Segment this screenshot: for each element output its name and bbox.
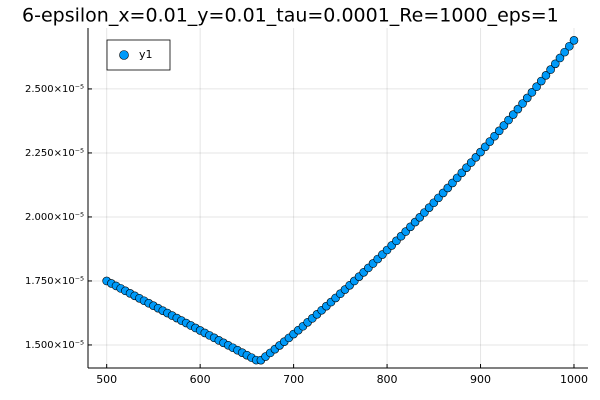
point bbox=[555, 53, 565, 63]
y-tick-label: 2.000×10⁻⁵ bbox=[25, 212, 84, 223]
y-tick-label: 2.250×10⁻⁵ bbox=[25, 148, 84, 159]
point bbox=[513, 104, 523, 114]
point bbox=[490, 131, 499, 141]
point bbox=[560, 47, 569, 57]
y-tick-label: 1.500×10⁻⁵ bbox=[25, 340, 84, 351]
legend-label: y1 bbox=[139, 48, 153, 61]
point bbox=[522, 93, 532, 103]
x-tick-label: 600 bbox=[190, 373, 211, 386]
point bbox=[550, 59, 560, 69]
point bbox=[541, 71, 551, 80]
point bbox=[565, 41, 574, 51]
legend-box bbox=[106, 39, 171, 71]
point bbox=[494, 126, 504, 136]
point bbox=[504, 115, 513, 125]
y-tick-label: 1.750×10⁻⁵ bbox=[25, 276, 84, 287]
legend-marker bbox=[119, 50, 129, 60]
point bbox=[508, 110, 518, 119]
chart-title: 6-epsilon_x=0.01_y=0.01_tau=0.0001_Re=10… bbox=[22, 5, 559, 27]
point bbox=[536, 76, 546, 86]
point bbox=[569, 36, 579, 45]
x-tick-label: 900 bbox=[470, 373, 491, 386]
x-tick-label: 1000 bbox=[560, 373, 588, 386]
point bbox=[518, 99, 527, 108]
x-tick-label: 700 bbox=[283, 373, 304, 386]
point bbox=[546, 65, 555, 74]
point bbox=[532, 82, 541, 92]
y-tick-label: 2.500×10⁻⁵ bbox=[25, 84, 84, 95]
x-tick-label: 800 bbox=[377, 373, 398, 386]
point bbox=[499, 121, 509, 130]
x-tick-label: 500 bbox=[96, 373, 117, 386]
point bbox=[527, 88, 537, 97]
